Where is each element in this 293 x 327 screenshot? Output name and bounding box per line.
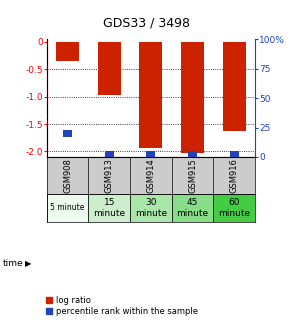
Bar	[130, 194, 172, 222]
Text: GDS33 / 3498: GDS33 / 3498	[103, 16, 190, 29]
Bar	[223, 42, 246, 131]
Text: GSM916: GSM916	[230, 158, 239, 193]
Bar	[181, 42, 204, 153]
Bar	[98, 42, 121, 95]
Text: GSM913: GSM913	[105, 158, 114, 193]
Bar	[63, 130, 72, 137]
Text: 60
minute: 60 minute	[218, 198, 250, 218]
Text: 45
minute: 45 minute	[176, 198, 209, 218]
Text: GSM915: GSM915	[188, 158, 197, 193]
Bar	[229, 151, 239, 158]
Bar	[139, 42, 162, 148]
Text: GSM908: GSM908	[63, 158, 72, 193]
Text: 15
minute: 15 minute	[93, 198, 125, 218]
Bar	[56, 42, 79, 61]
Text: time: time	[3, 259, 23, 268]
Bar	[47, 194, 88, 222]
Bar	[213, 194, 255, 222]
Bar	[172, 194, 213, 222]
Text: 5 minute: 5 minute	[50, 203, 85, 213]
Bar	[105, 151, 114, 158]
Legend: log ratio, percentile rank within the sample: log ratio, percentile rank within the sa…	[42, 292, 201, 319]
Text: GSM914: GSM914	[146, 158, 155, 193]
Text: ▶: ▶	[25, 259, 31, 268]
Bar	[188, 151, 197, 158]
Bar	[146, 151, 156, 158]
Text: 30
minute: 30 minute	[135, 198, 167, 218]
Bar	[88, 194, 130, 222]
